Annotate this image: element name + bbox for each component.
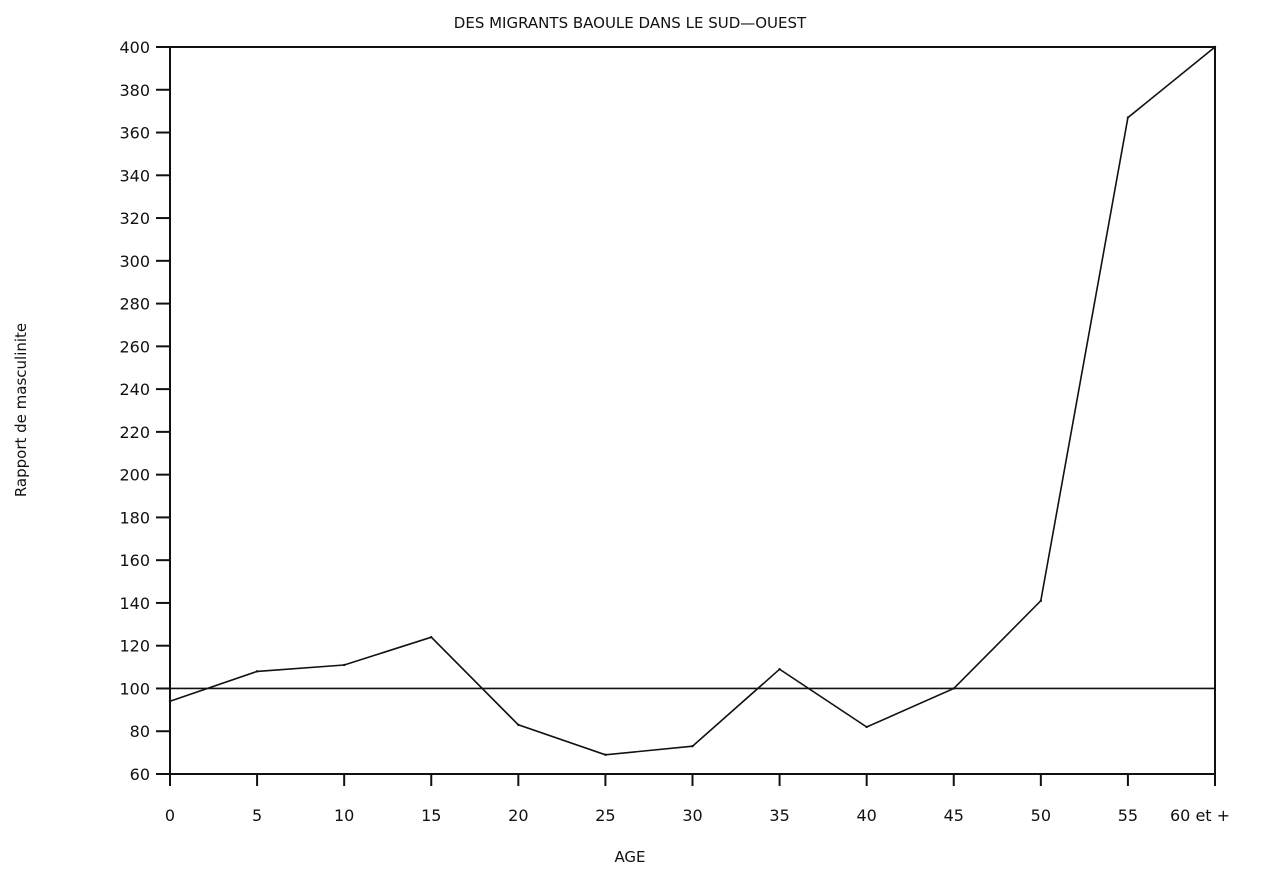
y-tick-label: 240 [119,380,150,399]
x-tick-label: 60 et + [1170,806,1230,825]
x-tick-label: 40 [856,806,876,825]
data-point [952,687,955,690]
data-point [604,753,607,756]
y-tick-label: 80 [130,722,150,741]
y-tick-label: 320 [119,209,150,228]
y-tick-label: 400 [119,38,150,57]
y-tick-label: 60 [130,765,150,784]
x-tick-label: 35 [769,806,789,825]
y-tick-label: 380 [119,81,150,100]
data-point [342,663,346,667]
y-tick-label: 280 [119,295,150,314]
x-tick-label: 25 [595,806,615,825]
data-point [168,700,172,703]
x-tick-label: 50 [1031,806,1051,825]
y-tick-label: 360 [119,124,150,143]
y-tick-label: 300 [119,252,150,271]
y-tick-label: 160 [119,551,150,570]
y-tick-label: 340 [119,166,150,185]
plot-frame [169,46,1216,775]
y-axis: 60 80 100 120 140 160 180 200 220 240 260 280 300 320… [119,38,170,784]
x-tick-label: 5 [252,806,262,825]
x-tick-label: 30 [682,806,702,825]
data-point [255,670,259,673]
x-axis-label: AGE [614,848,645,866]
data-point [517,723,520,727]
x-tick-label: 15 [421,806,441,825]
x-tick-label: 20 [508,806,528,825]
data-point [430,635,433,639]
y-tick-label: 120 [119,637,150,656]
y-tick-label: 260 [119,337,150,356]
y-tick-label: 140 [119,594,150,613]
data-point [1126,116,1130,119]
series-line [169,46,1216,756]
data-point [778,668,781,671]
y-tick-label: 200 [119,466,150,485]
y-tick-label: 100 [119,679,150,698]
data-point [1039,599,1043,603]
data-point [865,725,868,729]
x-tick-label: 55 [1118,806,1138,825]
x-tick-label: 45 [944,806,964,825]
x-axis: 0 5 10 15 20 25 30 35 40 45 50 55 60 et + [165,774,1230,825]
y-tick-label: 180 [119,508,150,527]
x-tick-label: 10 [334,806,354,825]
chart-title: DES MIGRANTS BAOULE DANS LE SUD—OUEST [454,14,807,32]
series-points [168,45,1217,756]
data-point [1213,45,1217,49]
y-tick-label: 220 [119,423,150,442]
y-axis-label: Rapport de masculinite [12,323,30,497]
x-tick-label: 0 [165,806,175,825]
data-point [691,745,694,748]
